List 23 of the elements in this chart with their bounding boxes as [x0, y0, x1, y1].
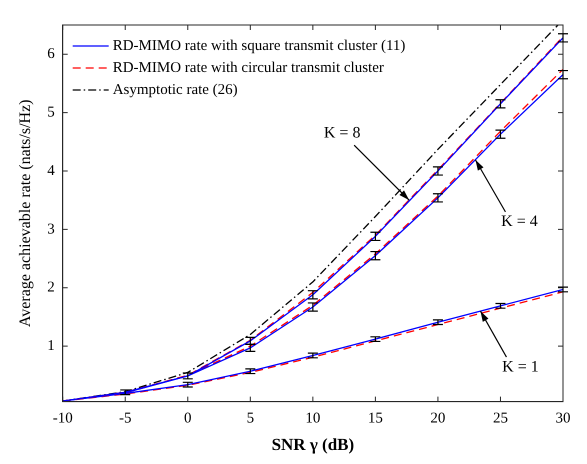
- x-tick-label: 15: [368, 410, 383, 427]
- x-tick-label: 25: [492, 410, 508, 427]
- y-tick-label: 4: [47, 162, 56, 179]
- y-axis-title: Average achievable rate (nats/s/Hz): [16, 100, 34, 328]
- x-tick-label: 20: [430, 410, 446, 427]
- x-tick-label: -5: [118, 410, 132, 427]
- legend-label: Asymptotic rate (26): [112, 82, 238, 98]
- x-tick-label: 0: [184, 410, 192, 427]
- x-tick-label: 30: [556, 410, 570, 427]
- y-tick-label: 2: [47, 280, 55, 296]
- legend-label: RD-MIMO rate with circular transmit cluster: [112, 60, 384, 76]
- x-tick-label: -10: [52, 410, 73, 427]
- x-tick-label: 10: [305, 410, 320, 427]
- y-tick-label: 5: [47, 104, 55, 121]
- y-tick-label: 6: [47, 46, 56, 62]
- y-tick-label: 1: [47, 338, 55, 354]
- annotation: K = 1: [502, 358, 539, 376]
- x-tick-label: 5: [246, 410, 254, 427]
- annotation: K = 4: [501, 213, 538, 230]
- x-axis-title: SNR γ (dB): [272, 435, 354, 454]
- y-tick-label: 3: [47, 221, 55, 238]
- annotation: K = 8: [324, 124, 360, 142]
- legend-label: RD-MIMO rate with square transmit cluster (11): [112, 38, 406, 54]
